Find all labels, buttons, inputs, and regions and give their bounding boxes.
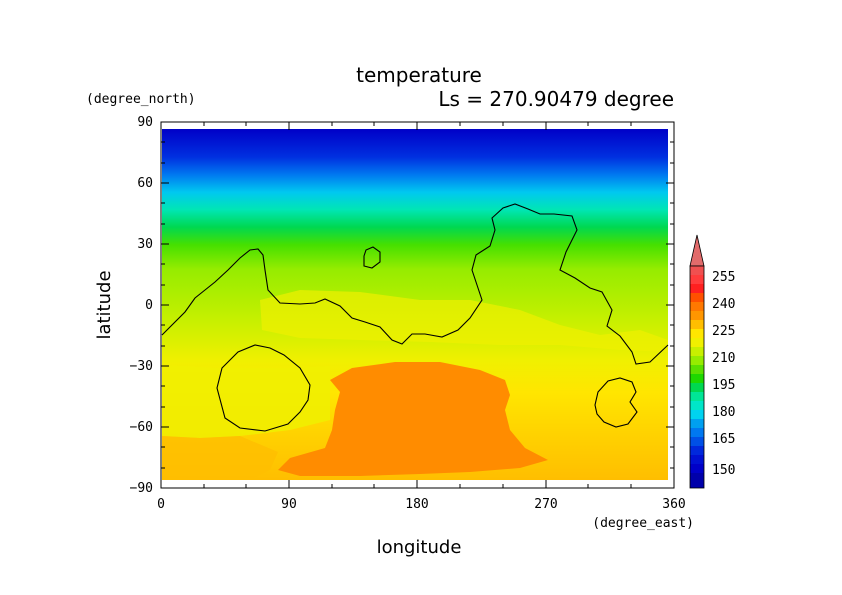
colorbar-label: 225	[712, 324, 735, 339]
x-tick-label: 90	[281, 497, 297, 512]
x-axis-label: longitude	[377, 537, 462, 558]
y-unit-label: (degree_north)	[86, 92, 196, 107]
colorbar-frame	[689, 265, 705, 489]
south-yellow-patch	[162, 365, 330, 438]
south-orange-patch	[162, 436, 278, 480]
contour-isle-north	[363, 246, 381, 269]
chart-subtitle: Ls = 270.90479 degree	[438, 87, 674, 111]
colorbar-label: 255	[712, 270, 735, 285]
temperature-field	[162, 129, 668, 480]
equator-yellow-patch	[260, 290, 668, 352]
axis-ticks	[160, 122, 675, 488]
x-tick-labels: 0 90 180 270 360	[157, 497, 686, 512]
y-axis-label: latitude	[94, 270, 115, 339]
y-tick-label: −30	[130, 359, 153, 374]
colorbar-label: 165	[712, 432, 735, 447]
y-tick-label: −90	[130, 481, 153, 496]
x-tick-label: 0	[157, 497, 165, 512]
colorbar-label: 195	[712, 378, 735, 393]
colorbar-label: 240	[712, 297, 735, 312]
y-tick-label: 90	[137, 115, 153, 130]
colorbar-swatches	[690, 266, 704, 488]
colorbar-label: 210	[712, 351, 735, 366]
x-tick-label: 270	[534, 497, 557, 512]
colorbar: 255 240 225 210 195 180 165 150	[689, 234, 735, 489]
y-tick-label: 60	[137, 176, 153, 191]
colorbar-extend-arrow	[689, 234, 705, 267]
warm-region	[278, 362, 548, 476]
x-unit-label: (degree_east)	[592, 516, 694, 531]
colorbar-label: 150	[712, 463, 735, 478]
y-tick-labels: 90 60 30 0 −30 −60 −90	[130, 115, 153, 496]
contour-south-west-loop	[216, 344, 311, 432]
chart-title: temperature	[356, 63, 482, 87]
contour-lines	[161, 203, 669, 432]
contour-northern-continent	[161, 203, 669, 365]
y-tick-label: −60	[130, 420, 153, 435]
colorbar-label: 180	[712, 405, 735, 420]
colorbar-labels: 255 240 225 210 195 180 165 150	[712, 270, 735, 478]
x-tick-label: 360	[662, 497, 685, 512]
y-tick-label: 30	[137, 237, 153, 252]
y-tick-label: 0	[145, 298, 153, 313]
contour-south-east-loop	[594, 377, 638, 428]
x-tick-label: 180	[405, 497, 428, 512]
